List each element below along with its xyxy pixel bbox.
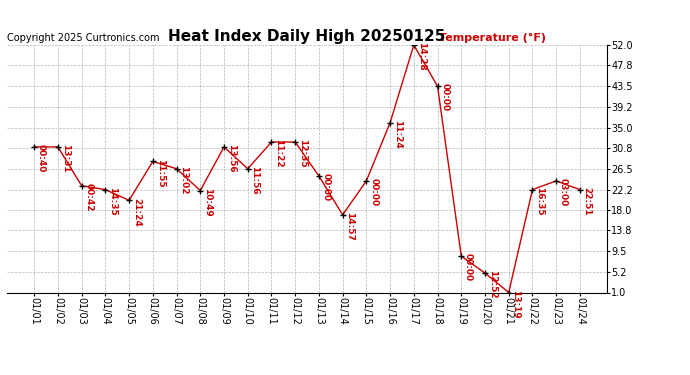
Title: Heat Index Daily High 20250125: Heat Index Daily High 20250125	[168, 29, 446, 44]
Text: 12:52: 12:52	[488, 270, 497, 299]
Text: 14:35: 14:35	[108, 187, 117, 216]
Text: 10:49: 10:49	[203, 188, 212, 216]
Text: 11:56: 11:56	[250, 166, 259, 195]
Text: 00:42: 00:42	[84, 183, 93, 211]
Text: Temperature (°F): Temperature (°F)	[439, 33, 546, 42]
Text: 13:19: 13:19	[511, 290, 520, 318]
Text: 12:35: 12:35	[298, 139, 307, 168]
Text: Copyright 2025 Curtronics.com: Copyright 2025 Curtronics.com	[7, 33, 159, 42]
Text: 14:57: 14:57	[346, 212, 355, 241]
Text: 22:51: 22:51	[582, 187, 592, 216]
Text: 21:24: 21:24	[132, 198, 141, 226]
Text: 00:00: 00:00	[440, 84, 449, 112]
Text: 00:00: 00:00	[369, 178, 378, 206]
Text: 00:00: 00:00	[464, 254, 473, 282]
Text: 13:56: 13:56	[227, 144, 236, 173]
Text: 13:31: 13:31	[61, 144, 70, 173]
Text: 13:02: 13:02	[179, 166, 188, 195]
Text: 16:35: 16:35	[535, 187, 544, 216]
Text: 14:28: 14:28	[417, 42, 426, 71]
Text: 00:40: 00:40	[37, 144, 46, 172]
Text: 00:00: 00:00	[322, 173, 331, 201]
Text: 11:24: 11:24	[393, 120, 402, 148]
Text: 11:22: 11:22	[274, 139, 283, 168]
Text: 03:00: 03:00	[559, 178, 568, 206]
Text: 11:55: 11:55	[156, 159, 165, 188]
